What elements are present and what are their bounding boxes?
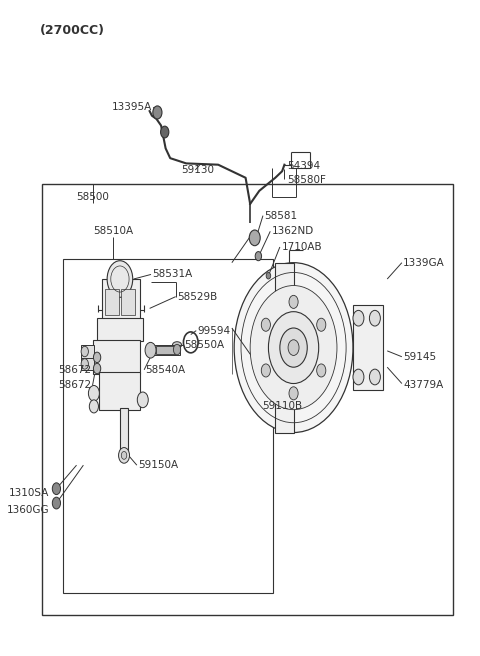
Circle shape xyxy=(353,369,364,385)
Bar xyxy=(105,289,119,315)
Bar xyxy=(353,305,383,390)
Circle shape xyxy=(280,328,307,367)
Bar xyxy=(156,346,175,354)
Bar xyxy=(63,259,273,592)
Text: 54394: 54394 xyxy=(287,161,320,171)
Text: 58500: 58500 xyxy=(76,192,109,202)
Bar xyxy=(151,345,180,356)
Circle shape xyxy=(317,364,326,377)
Bar xyxy=(93,340,141,374)
Text: 58531A: 58531A xyxy=(152,270,192,279)
Text: 58581: 58581 xyxy=(264,211,297,220)
Text: 58540A: 58540A xyxy=(145,365,185,375)
Bar xyxy=(120,408,128,455)
Circle shape xyxy=(370,310,380,326)
Circle shape xyxy=(261,364,270,377)
Circle shape xyxy=(52,497,60,509)
Text: 99594: 99594 xyxy=(198,325,231,336)
Text: 59130: 59130 xyxy=(181,165,214,175)
Bar xyxy=(276,262,294,432)
Circle shape xyxy=(119,447,130,463)
Text: 58550A: 58550A xyxy=(184,340,224,350)
Circle shape xyxy=(249,230,260,246)
Circle shape xyxy=(289,387,298,400)
Bar xyxy=(81,358,94,371)
Circle shape xyxy=(250,285,337,409)
Circle shape xyxy=(353,310,364,326)
Circle shape xyxy=(173,344,180,355)
Text: 58529B: 58529B xyxy=(177,292,217,302)
Circle shape xyxy=(81,346,88,357)
Circle shape xyxy=(288,340,299,356)
Circle shape xyxy=(81,359,88,369)
Text: 13395A: 13395A xyxy=(112,102,152,112)
Bar xyxy=(42,184,454,615)
Text: 59110B: 59110B xyxy=(262,401,302,411)
Circle shape xyxy=(153,106,162,119)
Circle shape xyxy=(234,262,353,432)
Text: 1360GG: 1360GG xyxy=(7,504,49,514)
Circle shape xyxy=(161,126,169,138)
Text: 1362ND: 1362ND xyxy=(272,226,314,236)
Circle shape xyxy=(370,369,380,385)
Circle shape xyxy=(94,363,101,374)
Circle shape xyxy=(94,352,101,363)
Bar xyxy=(121,289,135,315)
Bar xyxy=(81,345,94,358)
Text: 1310SA: 1310SA xyxy=(9,487,49,498)
Text: 58672: 58672 xyxy=(58,380,91,390)
Text: 58580F: 58580F xyxy=(287,175,325,186)
Circle shape xyxy=(137,392,148,407)
Circle shape xyxy=(88,386,99,401)
Bar xyxy=(97,318,143,341)
Circle shape xyxy=(317,318,326,331)
Text: 43779A: 43779A xyxy=(403,380,444,390)
Text: 59145: 59145 xyxy=(403,352,436,361)
Text: (2700CC): (2700CC) xyxy=(40,24,105,37)
Circle shape xyxy=(121,451,127,459)
Circle shape xyxy=(107,260,133,297)
Circle shape xyxy=(89,400,98,413)
Text: 59150A: 59150A xyxy=(138,460,179,470)
Circle shape xyxy=(268,312,319,384)
Text: 58510A: 58510A xyxy=(93,226,133,236)
Circle shape xyxy=(255,251,262,260)
Circle shape xyxy=(266,272,271,279)
Ellipse shape xyxy=(172,342,181,348)
Text: 1710AB: 1710AB xyxy=(282,242,323,252)
Bar xyxy=(99,372,141,409)
Circle shape xyxy=(52,483,60,495)
Text: 58672: 58672 xyxy=(58,365,91,375)
Circle shape xyxy=(261,318,270,331)
Circle shape xyxy=(289,295,298,308)
Circle shape xyxy=(145,342,156,358)
Bar xyxy=(102,279,141,321)
Text: 1339GA: 1339GA xyxy=(403,258,445,268)
